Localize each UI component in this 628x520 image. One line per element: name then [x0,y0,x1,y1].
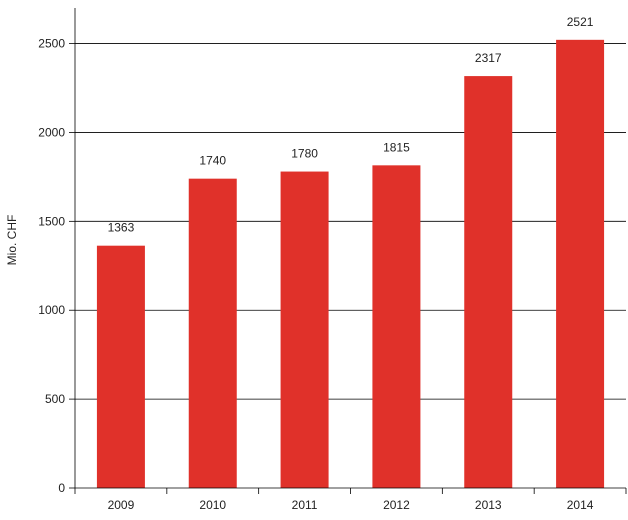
bar-2012 [372,165,421,489]
x-tick-label: 2012 [383,498,410,512]
bar-2009 [96,245,145,488]
y-tick-label: 1000 [38,303,65,317]
data-label: 1780 [291,147,318,161]
labels: 0 500 1000 1500 2000 2500 1363 2009 1740 2010 1780… [38,15,593,512]
bar-2014 [556,39,605,488]
y-tick-label: 2000 [38,125,65,139]
y-tick-label: 2500 [38,37,65,51]
x-tick-label: 2010 [199,498,226,512]
x-tick-label: 2014 [567,498,594,512]
data-label: 2317 [475,51,502,65]
bar-2011 [280,171,329,489]
x-tick-label: 2009 [108,498,135,512]
y-tick-label: 500 [45,392,65,406]
data-label: 2521 [567,15,594,29]
data-label: 1740 [199,154,226,168]
data-label: 1363 [108,221,135,235]
bars [96,39,605,489]
y-tick-label: 1500 [38,214,65,228]
y-tick-label: 0 [58,481,65,495]
bar-2013 [464,76,513,488]
bar-2010 [188,178,237,488]
x-tick-label: 2013 [475,498,502,512]
data-label: 1815 [383,140,410,154]
y-axis-title: Mio. CHF [5,215,19,266]
gridlines [75,43,626,400]
x-tick-label: 2011 [292,498,318,512]
axes [69,8,627,494]
